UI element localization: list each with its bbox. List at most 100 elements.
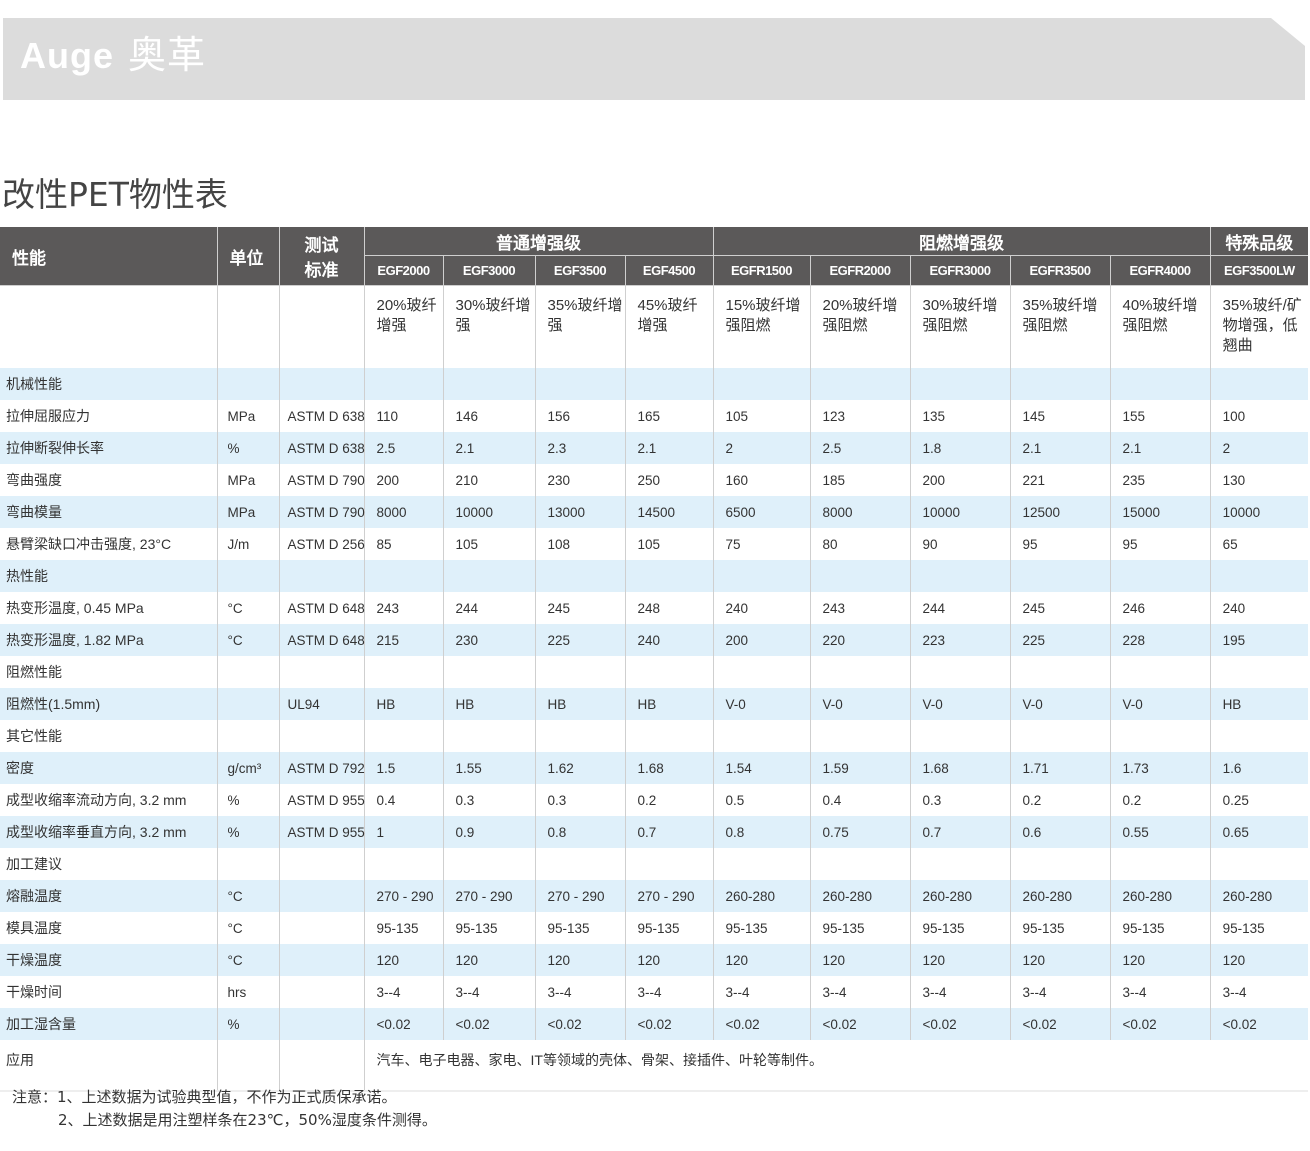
product-description: 40%玻纤增强阻燃 — [1110, 285, 1211, 368]
standard-cell — [279, 944, 365, 976]
table-row: 弯曲强度 MPa ASTM D 790 200 210 230 250 160 185 200 22… — [0, 464, 1308, 496]
value-cell: 0.9 — [443, 816, 536, 848]
value-cell: 200 — [713, 624, 811, 656]
standard-cell: ASTM D 648 — [279, 592, 365, 624]
standard-cell: ASTM D 955 — [279, 816, 365, 848]
properties-table: 性能 单位 测试 标准 普通增强级 阻燃增强级 特殊品级 EGF2000 EGF3000 EGF3… — [0, 227, 1309, 1092]
value-cell: 0.4 — [364, 784, 444, 816]
standard-cell: ASTM D 790 — [279, 464, 365, 496]
value-cell: 210 — [443, 464, 536, 496]
value-cell: 200 — [364, 464, 444, 496]
value-cell: 95-135 — [443, 912, 536, 944]
value-cell — [1010, 720, 1111, 752]
value-cell: 230 — [535, 464, 626, 496]
value-cell: 0.65 — [1210, 816, 1309, 848]
value-cell — [1210, 848, 1308, 880]
section-label: 热性能 — [0, 560, 218, 592]
value-cell: 100 — [1222, 408, 1246, 424]
header-standard-line1: 测试 — [304, 236, 339, 255]
value-cell — [535, 720, 626, 752]
value-cell — [713, 560, 811, 592]
value-cell: V-0 — [910, 688, 1011, 720]
value-cell — [1010, 560, 1111, 592]
product-description: 30%玻纤增强阻燃 — [910, 285, 1011, 368]
value-cell — [810, 656, 911, 688]
value-cell: 8000 — [364, 496, 444, 528]
standard-cell: ASTM D 790 — [279, 496, 365, 528]
unit-cell: % — [217, 1008, 280, 1040]
value-cell: 0.4 — [810, 784, 911, 816]
value-cell: <0.02 — [713, 1008, 811, 1040]
property-label: 阻燃性(1.5mm) — [0, 688, 218, 720]
value-cell: 0.8 — [535, 816, 626, 848]
value-cell: 120 — [910, 944, 1011, 976]
value-cell: 3--4 — [443, 976, 536, 1008]
table-row: 干燥时间 hrs 3--4 3--4 3--4 3--4 3--4 3--4 3--4 3--4 3… — [0, 976, 1308, 1008]
value-cell: <0.02 — [1110, 1008, 1211, 1040]
header-product: EGF2000 — [364, 255, 444, 286]
value-cell — [713, 848, 811, 880]
value-cell: 160 — [713, 464, 811, 496]
value-cell: 240 — [1222, 600, 1246, 616]
unit-cell: hrs — [217, 976, 280, 1008]
value-cell: 95 — [1110, 528, 1211, 560]
value-cell — [364, 848, 444, 880]
unit-cell: °C — [217, 624, 280, 656]
value-cell: 185 — [810, 464, 911, 496]
value-cell: 0.6 — [1010, 816, 1111, 848]
value-cell — [535, 848, 626, 880]
value-cell: 123 — [810, 400, 911, 432]
value-cell — [1110, 656, 1211, 688]
value-cell: 235 — [1110, 464, 1211, 496]
table-row: 模具温度 °C 95-135 95-135 95-135 95-135 95-135 95-1… — [0, 912, 1308, 944]
property-label: 熔融温度 — [0, 880, 218, 912]
header-product: EGF4500 — [625, 255, 714, 286]
value-cell: 165 — [625, 400, 714, 432]
value-cell: 246 — [1110, 592, 1211, 624]
value-cell: 270 - 290 — [625, 880, 714, 912]
value-cell: 105 — [443, 528, 536, 560]
header-group: 阻燃增强级 — [713, 227, 1211, 256]
value-cell — [364, 656, 444, 688]
table-row: 热变形温度, 0.45 MPa °C ASTM D 648 243 244 245 248 2… — [0, 592, 1308, 624]
value-cell — [443, 720, 536, 752]
standard-cell — [279, 976, 365, 1008]
section-row: 阻燃性能 — [0, 656, 1308, 688]
value-cell: 250 — [625, 464, 714, 496]
section-label: 加工建议 — [0, 848, 218, 880]
value-cell: 220 — [810, 624, 911, 656]
standard-cell: ASTM D 648 — [279, 624, 365, 656]
header-product: EGFR2000 — [810, 255, 911, 286]
value-cell: 95-135 — [713, 912, 811, 944]
standard-cell — [279, 368, 365, 400]
unit-cell: °C — [217, 880, 280, 912]
value-cell — [1110, 848, 1211, 880]
value-cell — [443, 368, 536, 400]
value-cell: 195 — [1210, 624, 1309, 656]
value-cell: 2 — [713, 432, 811, 464]
page-title: 改性PET物性表 — [2, 175, 228, 214]
header-product: EGFR1500 — [713, 255, 811, 286]
value-cell: 260-280 — [910, 880, 1011, 912]
property-label: 弯曲强度 — [0, 464, 218, 496]
value-cell — [1110, 560, 1211, 592]
value-cell: 2.5 — [810, 432, 911, 464]
product-description: 35%玻纤增强 — [535, 285, 626, 368]
value-cell — [1010, 368, 1111, 400]
table-row: 成型收缩率流动方向, 3.2 mm% ASTM D 955 0.4 0.3 0.3 0.2… — [0, 784, 1308, 816]
value-cell: 95-135 — [364, 912, 444, 944]
value-cell: 120 — [535, 944, 626, 976]
standard-cell: ASTM D 638 — [279, 432, 365, 464]
value-cell: 1.54 — [713, 752, 811, 784]
empty-cell — [279, 1040, 365, 1092]
value-cell: 105 — [713, 400, 811, 432]
value-cell: 135 — [910, 400, 1011, 432]
value-cell: 270 - 290 — [364, 880, 444, 912]
property-label: 弯曲模量 — [0, 496, 218, 528]
product-description: 20%玻纤增强阻燃 — [810, 285, 911, 368]
value-cell: 120 — [443, 944, 536, 976]
header-product: EGFR4000 — [1110, 255, 1211, 286]
product-description: 30%玻纤增强 — [443, 285, 536, 368]
property-label: 模具温度 — [0, 912, 218, 944]
standard-cell: ASTM D 256 — [279, 528, 365, 560]
